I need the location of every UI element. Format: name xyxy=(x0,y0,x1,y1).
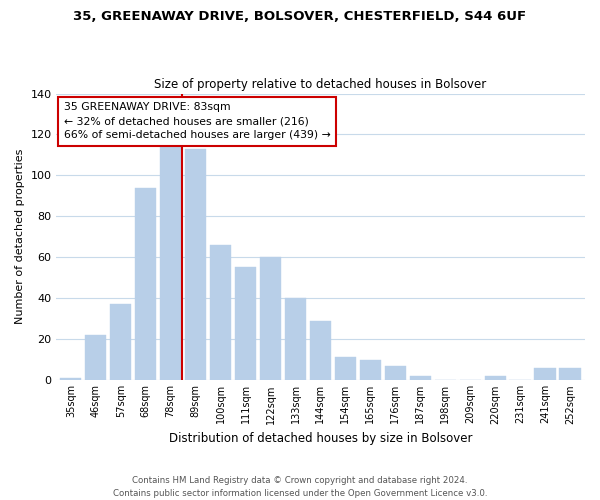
Bar xyxy=(185,149,206,380)
Bar xyxy=(485,376,506,380)
Bar xyxy=(160,138,181,380)
Bar xyxy=(285,298,306,380)
Bar xyxy=(360,360,381,380)
X-axis label: Distribution of detached houses by size in Bolsover: Distribution of detached houses by size … xyxy=(169,432,472,445)
Bar xyxy=(235,268,256,380)
Bar xyxy=(385,366,406,380)
Bar xyxy=(210,245,231,380)
Bar xyxy=(85,335,106,380)
Y-axis label: Number of detached properties: Number of detached properties xyxy=(15,149,25,324)
Text: Contains HM Land Registry data © Crown copyright and database right 2024.
Contai: Contains HM Land Registry data © Crown c… xyxy=(113,476,487,498)
Bar xyxy=(60,378,82,380)
Text: 35, GREENAWAY DRIVE, BOLSOVER, CHESTERFIELD, S44 6UF: 35, GREENAWAY DRIVE, BOLSOVER, CHESTERFI… xyxy=(73,10,527,23)
Bar xyxy=(410,376,431,380)
Text: 35 GREENAWAY DRIVE: 83sqm
← 32% of detached houses are smaller (216)
66% of semi: 35 GREENAWAY DRIVE: 83sqm ← 32% of detac… xyxy=(64,102,331,140)
Bar xyxy=(559,368,581,380)
Bar xyxy=(135,188,157,380)
Bar xyxy=(310,320,331,380)
Bar xyxy=(535,368,556,380)
Title: Size of property relative to detached houses in Bolsover: Size of property relative to detached ho… xyxy=(154,78,487,91)
Bar xyxy=(110,304,131,380)
Bar xyxy=(260,257,281,380)
Bar xyxy=(335,358,356,380)
